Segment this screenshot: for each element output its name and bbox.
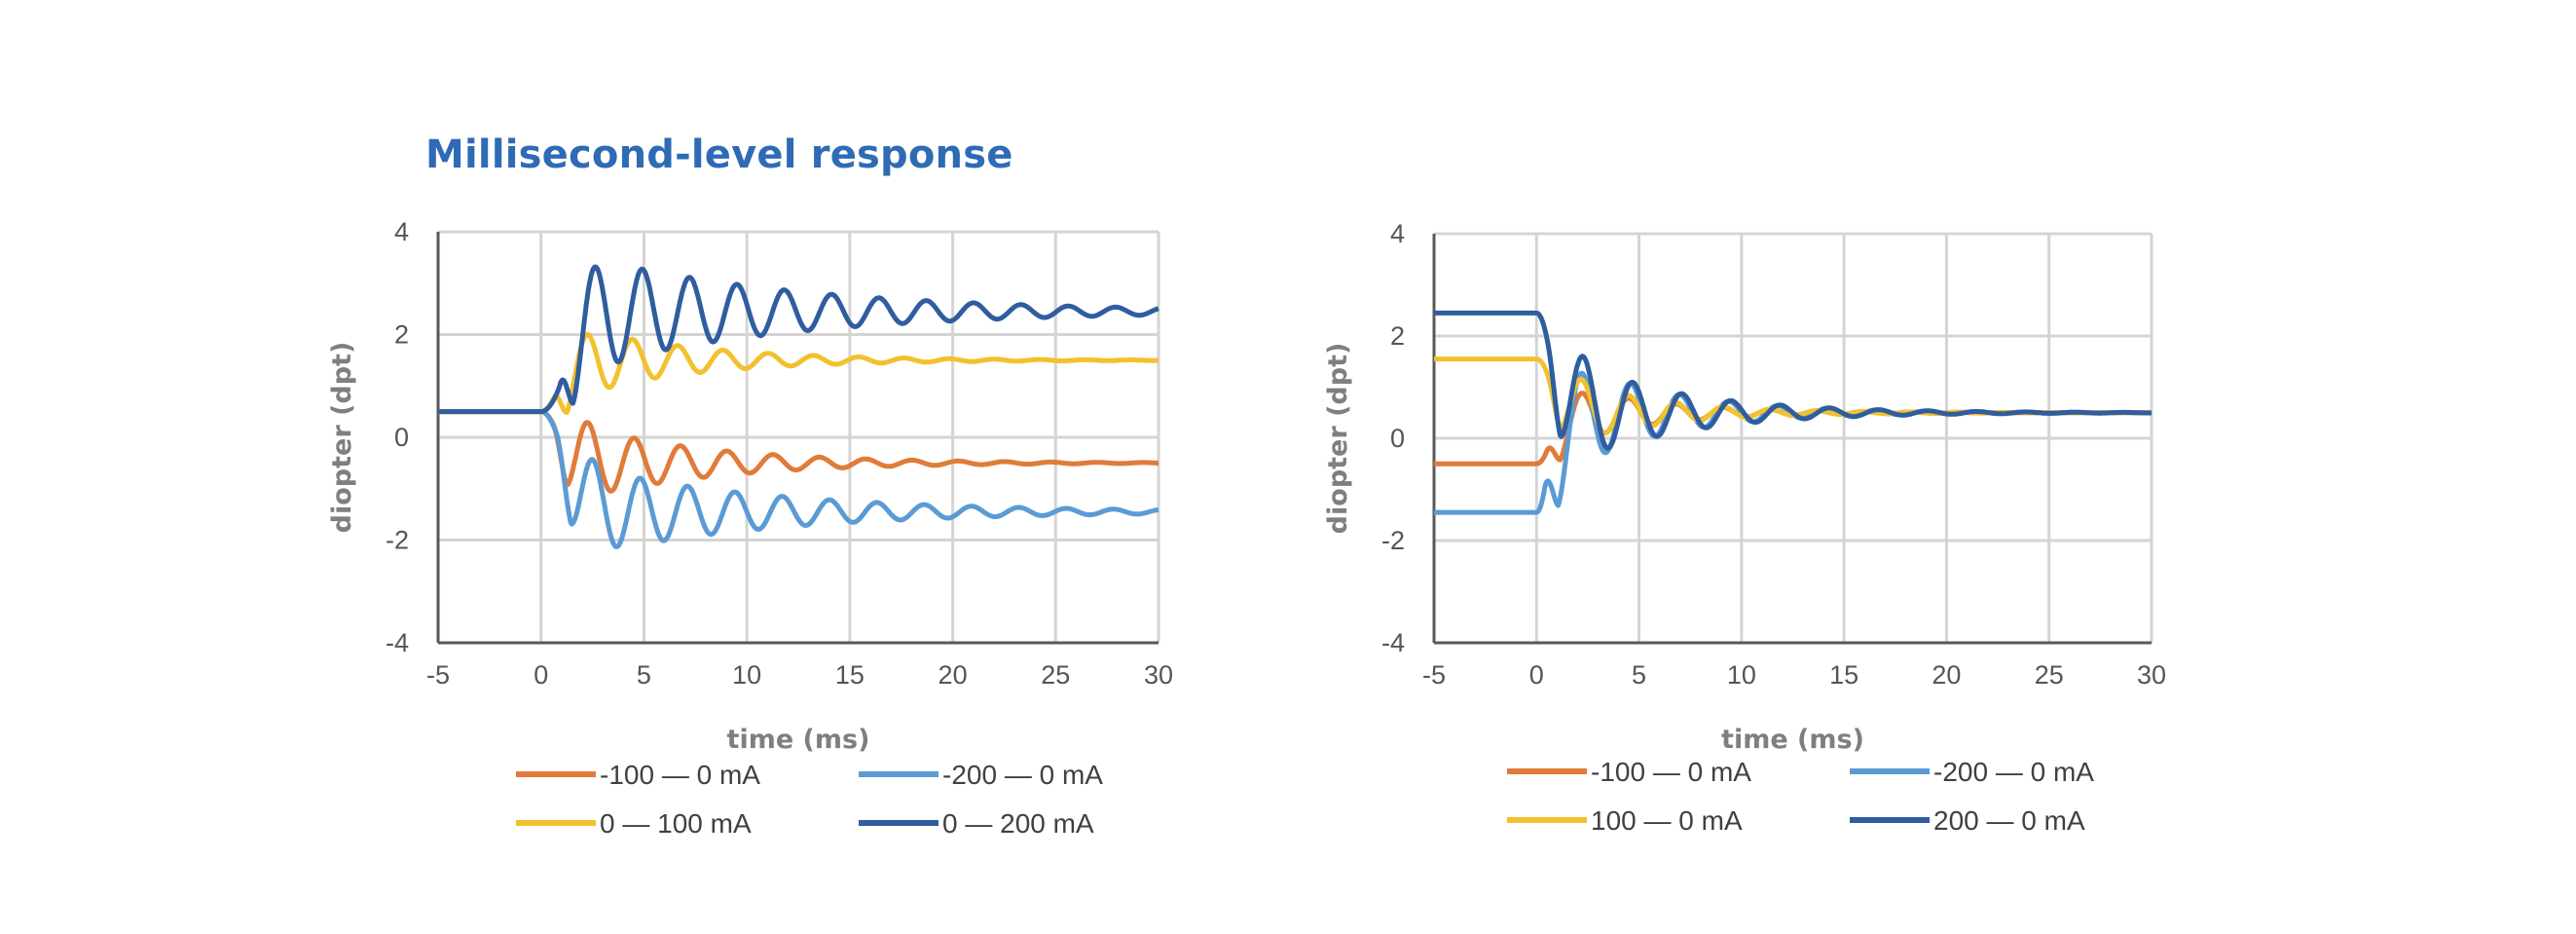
x-tick-label: 10 <box>732 660 761 690</box>
x-tick-label: 20 <box>938 660 968 690</box>
y-tick-label: -2 <box>1381 526 1405 555</box>
series-line-4 <box>1432 310 2153 451</box>
legend-label-2: -200 — 0 mA <box>1933 757 2094 787</box>
series-line-1 <box>436 409 1160 494</box>
series-line-4 <box>436 264 1160 415</box>
series-line-2 <box>436 409 1160 549</box>
x-tick-label: 25 <box>1041 660 1070 690</box>
legend-label-1: -100 — 0 mA <box>1591 757 1751 787</box>
x-tick-label: 0 <box>1529 660 1544 690</box>
x-tick-label: 10 <box>1727 660 1756 690</box>
x-tick-label: 5 <box>1632 660 1646 690</box>
y-tick-label: -2 <box>386 526 409 555</box>
x-tick-label: 15 <box>835 660 865 690</box>
series-line-1 <box>1432 391 2153 467</box>
x-tick-label: 5 <box>637 660 651 690</box>
y-tick-label: 0 <box>1390 424 1405 453</box>
y-axis-title: diopter (dpt) <box>327 342 357 534</box>
y-axis-title: diopter (dpt) <box>1323 343 1353 535</box>
y-tick-label: 2 <box>1390 321 1405 351</box>
legend-label-4: 200 — 0 mA <box>1933 805 2085 836</box>
y-tick-label: 4 <box>1390 219 1405 248</box>
x-tick-label: 0 <box>534 660 548 690</box>
x-tick-label: 20 <box>1932 660 1961 690</box>
legend-label-2: -200 — 0 mA <box>942 760 1103 790</box>
y-tick-label: -4 <box>386 628 409 657</box>
y-tick-label: 2 <box>394 320 409 350</box>
legend-label-4: 0 — 200 mA <box>942 808 1094 839</box>
legend-label-3: 100 — 0 mA <box>1591 805 1743 836</box>
legend-label-1: -100 — 0 mA <box>600 760 760 790</box>
x-tick-label: 25 <box>2035 660 2064 690</box>
legend-label-3: 0 — 100 mA <box>600 808 752 839</box>
y-tick-label: 4 <box>394 217 409 246</box>
x-tick-label: 30 <box>1144 660 1173 690</box>
chart-on-response: -5 0 5 10 15 20 25 30 -4 -2 0 2 4 time (ms) diopter (d… <box>327 217 1173 839</box>
y-tick-label: -4 <box>1381 628 1405 657</box>
x-axis-title: time (ms) <box>1721 725 1864 755</box>
x-tick-label: -5 <box>426 660 450 690</box>
page-title: Millisecond-level response <box>425 132 1013 177</box>
series-line-3 <box>1432 356 2153 436</box>
series-line-3 <box>436 332 1160 415</box>
series-line-2 <box>1432 370 2153 515</box>
x-axis-title: time (ms) <box>727 725 870 755</box>
x-tick-label: 30 <box>2137 660 2166 690</box>
x-tick-label: -5 <box>1422 660 1446 690</box>
y-tick-label: 0 <box>394 423 409 452</box>
x-tick-label: 15 <box>1829 660 1858 690</box>
chart-off-response: -5 0 5 10 15 20 25 30 -4 -2 0 2 4 time (ms) diopter (d… <box>1323 219 2166 836</box>
